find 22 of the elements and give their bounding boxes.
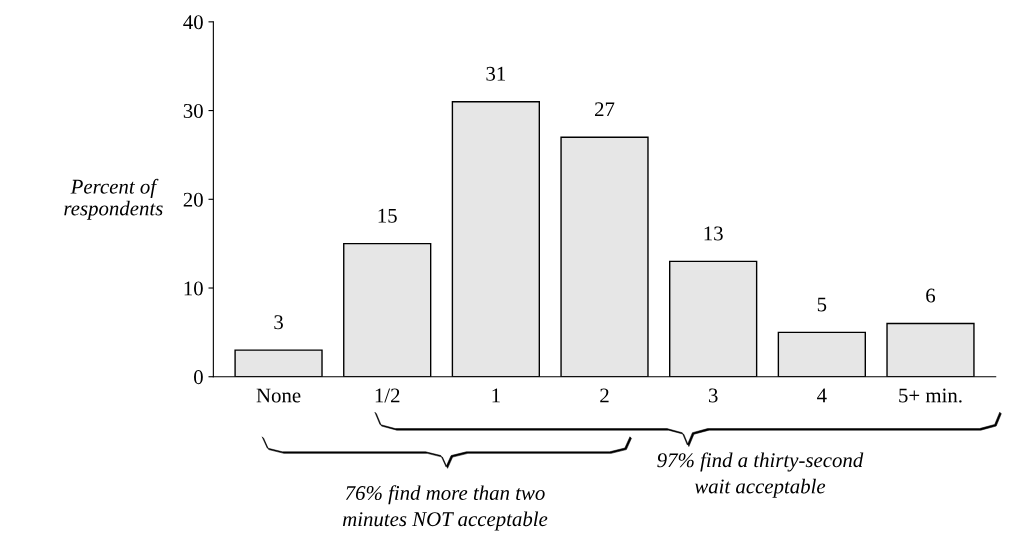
x-tick-label: 2 [600,388,609,403]
text: 76% find more than two minutes NOT acceptable [342,485,548,531]
x-tick-label: 3 [708,388,718,403]
y-tick-label: 0 [194,370,203,385]
data-label: 27 [595,102,615,117]
y-axis-title: Percent of respondents [64,178,163,220]
data-label: 15 [378,208,397,223]
x-tick-label: 1 [492,388,500,403]
data-label: 31 [486,66,506,81]
x-tick-label: 4 [817,388,827,403]
y-tick-label: 10 [184,281,203,296]
x-tick-label: 5+ min. [899,388,962,403]
y-tick-label: 30 [183,103,203,118]
y-tick-label: 40 [183,15,203,30]
x-tick-label: None [256,388,301,403]
data-label: 13 [704,226,723,241]
data-label: 6 [926,288,936,303]
text: 97% find a thirty-second wait acceptable [657,452,864,498]
data-label: 3 [274,315,283,330]
y-tick-label: 20 [183,192,203,207]
data-label: 5 [817,297,827,312]
x-tick-label: 1/2 [375,388,400,403]
